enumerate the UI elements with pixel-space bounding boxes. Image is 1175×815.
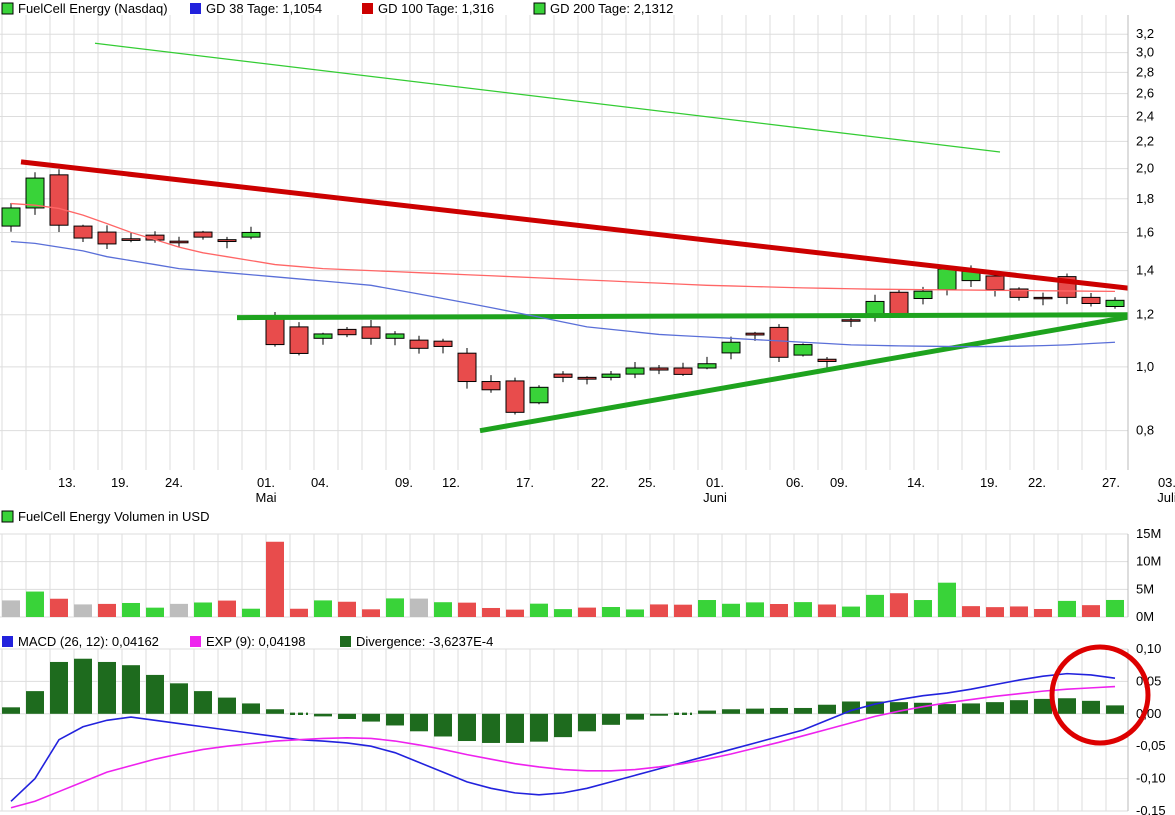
svg-text:0M: 0M xyxy=(1136,609,1154,624)
svg-text:EXP (9): 0,04198: EXP (9): 0,04198 xyxy=(206,634,306,649)
svg-text:2,0: 2,0 xyxy=(1136,161,1154,176)
svg-text:Divergence: -3,6237E-4: Divergence: -3,6237E-4 xyxy=(356,634,493,649)
svg-text:2,6: 2,6 xyxy=(1136,86,1154,101)
svg-text:22.: 22. xyxy=(1028,475,1046,490)
svg-text:3,2: 3,2 xyxy=(1136,26,1154,41)
svg-text:15M: 15M xyxy=(1136,526,1161,541)
svg-text:MACD (26, 12): 0,04162: MACD (26, 12): 0,04162 xyxy=(18,634,159,649)
svg-text:17.: 17. xyxy=(516,475,534,490)
svg-text:Mai: Mai xyxy=(256,490,277,505)
svg-text:1,0: 1,0 xyxy=(1136,359,1154,374)
svg-text:0,10: 0,10 xyxy=(1136,641,1161,656)
svg-text:01.: 01. xyxy=(257,475,275,490)
svg-text:3,0: 3,0 xyxy=(1136,45,1154,60)
svg-text:5M: 5M xyxy=(1136,581,1154,596)
svg-text:1,6: 1,6 xyxy=(1136,224,1154,239)
svg-text:FuelCell Energy Volumen in USD: FuelCell Energy Volumen in USD xyxy=(18,509,209,524)
svg-text:04.: 04. xyxy=(311,475,329,490)
svg-text:GD 38 Tage: 1,1054: GD 38 Tage: 1,1054 xyxy=(206,1,322,16)
svg-text:13.: 13. xyxy=(58,475,76,490)
svg-text:01.: 01. xyxy=(706,475,724,490)
svg-text:1,2: 1,2 xyxy=(1136,307,1154,322)
svg-text:-0,10: -0,10 xyxy=(1136,771,1166,786)
svg-text:2,8: 2,8 xyxy=(1136,64,1154,79)
svg-text:03.: 03. xyxy=(1158,475,1175,490)
svg-text:Juli: Juli xyxy=(1157,490,1175,505)
svg-text:25.: 25. xyxy=(638,475,656,490)
svg-text:06.: 06. xyxy=(786,475,804,490)
svg-text:10M: 10M xyxy=(1136,554,1161,569)
svg-text:2,4: 2,4 xyxy=(1136,108,1154,123)
svg-text:14.: 14. xyxy=(907,475,925,490)
svg-text:22.: 22. xyxy=(591,475,609,490)
svg-text:Juni: Juni xyxy=(703,490,727,505)
svg-text:19.: 19. xyxy=(980,475,998,490)
svg-text:09.: 09. xyxy=(830,475,848,490)
svg-text:27.: 27. xyxy=(1102,475,1120,490)
svg-text:1,4: 1,4 xyxy=(1136,263,1154,278)
svg-text:0,8: 0,8 xyxy=(1136,423,1154,438)
svg-text:12.: 12. xyxy=(442,475,460,490)
svg-text:19.: 19. xyxy=(111,475,129,490)
svg-text:-0,15: -0,15 xyxy=(1136,803,1166,815)
svg-text:09.: 09. xyxy=(395,475,413,490)
svg-text:2,2: 2,2 xyxy=(1136,133,1154,148)
svg-text:GD 100 Tage: 1,316: GD 100 Tage: 1,316 xyxy=(378,1,494,16)
svg-text:1,8: 1,8 xyxy=(1136,191,1154,206)
svg-text:-0,05: -0,05 xyxy=(1136,738,1166,753)
svg-text:GD 200 Tage: 2,1312: GD 200 Tage: 2,1312 xyxy=(550,1,673,16)
svg-text:24.: 24. xyxy=(165,475,183,490)
svg-text:FuelCell Energy (Nasdaq): FuelCell Energy (Nasdaq) xyxy=(18,1,168,16)
